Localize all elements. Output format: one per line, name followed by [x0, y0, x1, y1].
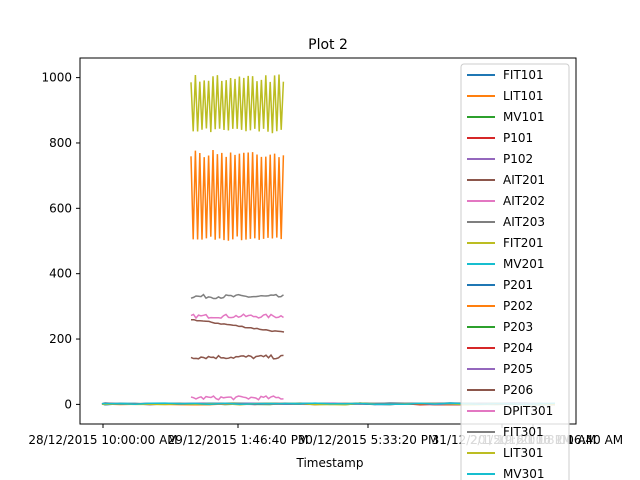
x-tick-label: 30/12/2015 5:33:20 PM — [298, 433, 439, 447]
series-line — [190, 395, 284, 401]
series-line — [190, 318, 285, 333]
axes-frame — [79, 57, 577, 425]
x-axis-label: Timestamp — [296, 456, 364, 470]
legend-label: MV301 — [503, 467, 544, 480]
x-tick-label: 28/12/2015 10:00:00 AM — [28, 433, 177, 447]
series-line — [190, 293, 284, 300]
legend-label: P202 — [503, 299, 533, 313]
y-tick-label: 1000 — [41, 71, 72, 85]
legend-label: LIT301 — [503, 446, 543, 460]
series-line — [190, 74, 285, 134]
series-line — [190, 353, 284, 360]
legend-label: AIT203 — [503, 215, 545, 229]
y-tick-label: 800 — [49, 136, 72, 150]
legend-label: P203 — [503, 320, 533, 334]
legend-label: P101 — [503, 131, 533, 145]
x-tick-label: 29/12/2015 1:46:40 PM — [168, 433, 309, 447]
y-axis: 0 200 400 600 800 1000 — [41, 71, 80, 411]
legend-label: AIT201 — [503, 173, 545, 187]
legend-label: MV101 — [503, 110, 544, 124]
legend-label: P102 — [503, 152, 533, 166]
legend-label: AIT202 — [503, 194, 545, 208]
legend-box — [460, 63, 570, 480]
y-tick-label: 400 — [49, 267, 72, 281]
legend-label: LIT101 — [503, 89, 543, 103]
legend-label: FIT101 — [503, 68, 544, 82]
legend-label: FIT201 — [503, 236, 544, 250]
legend-label: P201 — [503, 278, 533, 292]
legend-label: P206 — [503, 383, 533, 397]
legend-label: MV201 — [503, 257, 544, 271]
legend-label: DPIT301 — [503, 404, 553, 418]
chart-title: Plot 2 — [308, 37, 348, 53]
legend-label: P204 — [503, 341, 533, 355]
legend-label: FIT301 — [503, 425, 544, 439]
legend-label: P205 — [503, 362, 533, 376]
y-tick-label: 200 — [49, 332, 72, 346]
series-line — [190, 149, 285, 241]
series-line — [190, 313, 284, 320]
y-tick-label: 0 — [64, 397, 72, 411]
y-tick-label: 600 — [49, 201, 72, 215]
legend: FIT101 LIT101 MV101 P101 P102 AIT201 AIT202 A… — [460, 63, 570, 480]
